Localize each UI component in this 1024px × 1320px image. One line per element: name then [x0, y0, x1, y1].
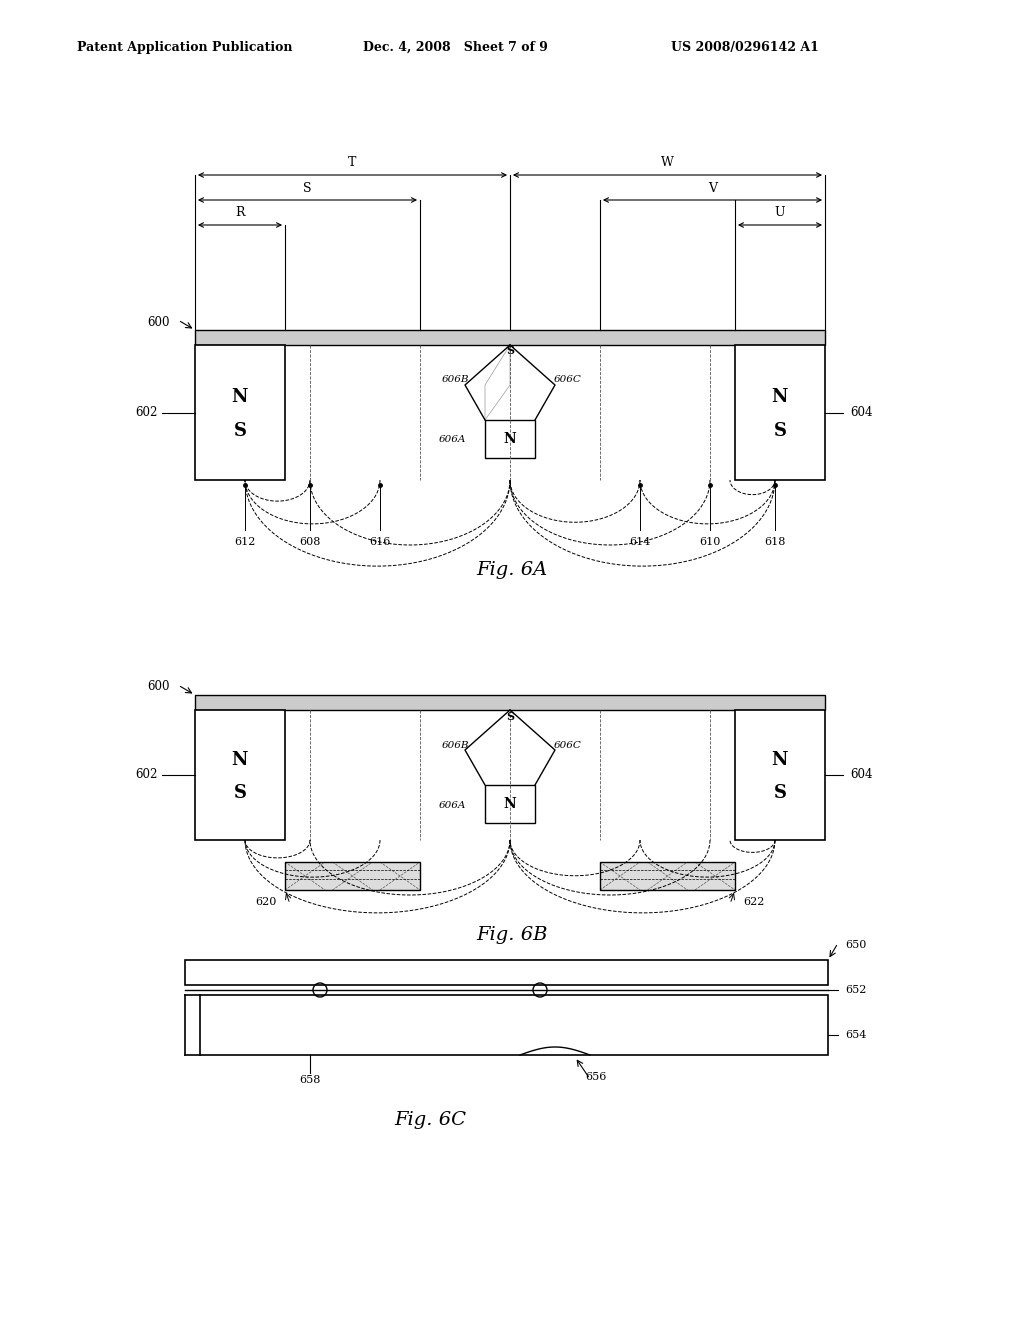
Text: S: S	[773, 421, 786, 440]
Bar	[285, 862, 420, 890]
Text: 658: 658	[299, 1074, 321, 1085]
Bar	[735, 345, 825, 480]
Text: 600: 600	[147, 315, 170, 329]
Bar	[485, 785, 535, 822]
Text: 610: 610	[699, 537, 721, 546]
Text: 612: 612	[234, 537, 256, 546]
Text: N: N	[772, 751, 788, 770]
Text: Patent Application Publication: Patent Application Publication	[77, 41, 293, 54]
Text: Fig. 6C: Fig. 6C	[394, 1111, 466, 1129]
Bar	[735, 710, 825, 840]
Text: U: U	[775, 206, 785, 219]
Bar	[600, 862, 735, 890]
Text: 606C: 606C	[554, 375, 582, 384]
Text: N: N	[772, 388, 788, 407]
Text: 618: 618	[764, 537, 785, 546]
Text: N: N	[504, 797, 516, 810]
Text: 622: 622	[743, 898, 764, 907]
Bar	[485, 420, 535, 458]
Text: W: W	[662, 157, 674, 169]
Text: 606C: 606C	[554, 741, 582, 750]
Text: 606A: 606A	[438, 800, 466, 809]
Text: S: S	[506, 710, 514, 722]
Text: N: N	[231, 388, 248, 407]
Text: 602: 602	[135, 768, 158, 781]
Text: 602: 602	[135, 407, 158, 418]
Text: 614: 614	[630, 537, 650, 546]
Text: 606B: 606B	[441, 375, 469, 384]
Bar	[200, 995, 828, 1055]
Text: 604: 604	[850, 407, 872, 418]
Bar	[185, 960, 828, 985]
Text: 600: 600	[147, 681, 170, 693]
Bar	[195, 710, 285, 840]
Text: 606B: 606B	[441, 741, 469, 750]
Text: T: T	[348, 157, 356, 169]
Text: 616: 616	[370, 537, 391, 546]
Text: N: N	[504, 432, 516, 446]
Text: S: S	[303, 181, 311, 194]
Text: N: N	[231, 751, 248, 770]
Bar	[195, 345, 285, 480]
Bar	[195, 330, 825, 345]
Text: S: S	[233, 421, 247, 440]
Text: S: S	[233, 784, 247, 803]
Text: V: V	[708, 181, 717, 194]
Text: Dec. 4, 2008   Sheet 7 of 9: Dec. 4, 2008 Sheet 7 of 9	[362, 41, 548, 54]
Text: S: S	[773, 784, 786, 803]
Text: Fig. 6A: Fig. 6A	[476, 561, 548, 579]
Text: S: S	[506, 346, 514, 356]
Text: 656: 656	[585, 1072, 606, 1082]
Text: 604: 604	[850, 768, 872, 781]
Text: US 2008/0296142 A1: US 2008/0296142 A1	[671, 41, 819, 54]
Bar	[195, 696, 825, 710]
Text: 652: 652	[845, 985, 866, 995]
Text: 654: 654	[845, 1030, 866, 1040]
Text: R: R	[236, 206, 245, 219]
Text: 650: 650	[845, 940, 866, 950]
Text: 606A: 606A	[438, 436, 466, 445]
Text: 608: 608	[299, 537, 321, 546]
Text: 620: 620	[256, 898, 278, 907]
Text: Fig. 6B: Fig. 6B	[476, 927, 548, 944]
